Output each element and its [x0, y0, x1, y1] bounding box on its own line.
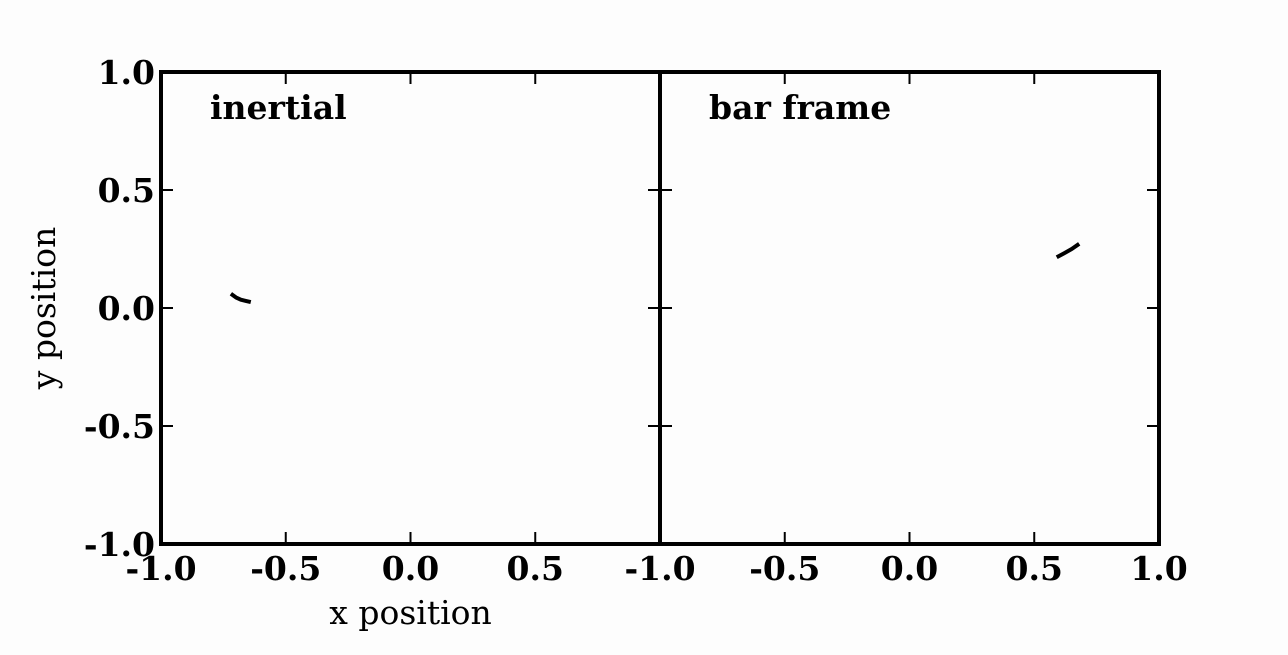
x-tick-label: 0.0 — [382, 549, 439, 588]
axes-frame — [159, 70, 662, 546]
x-tick-label: -0.5 — [250, 549, 321, 588]
x-axis-label: x position — [329, 593, 492, 632]
series-line — [1055, 242, 1081, 260]
y-tick-label: 0.0 — [98, 289, 155, 328]
x-tick-label: 0.0 — [881, 549, 938, 588]
x-tick-label: 0.5 — [1006, 549, 1063, 588]
panel-1: -1.0 -0.5 0.0 0.5 1.0 0.5 0.0 -0.5 -1.0 inertial x… — [24, 53, 662, 632]
y-tick-label: -1.0 — [84, 525, 155, 564]
y-tick-label: 0.5 — [98, 171, 155, 210]
axes-frame — [658, 70, 1161, 546]
y-tick-label: 1.0 — [98, 53, 155, 92]
panel-title: bar frame — [709, 88, 891, 127]
x-tick-label: -1.0 — [125, 549, 196, 588]
y-tick-label: -0.5 — [84, 407, 155, 446]
panel-title: inertial — [210, 88, 347, 127]
x-tick-label: 1.0 — [1130, 549, 1187, 588]
y-axis-label: y position — [24, 227, 63, 391]
x-tick-label: 0.5 — [507, 549, 564, 588]
x-tick-label: -1.0 — [624, 549, 695, 588]
series-line — [229, 292, 252, 305]
x-tick-label: -0.5 — [749, 549, 820, 588]
panel-2: -1.0 -0.5 0.0 0.5 1.0 bar frame — [624, 70, 1188, 588]
